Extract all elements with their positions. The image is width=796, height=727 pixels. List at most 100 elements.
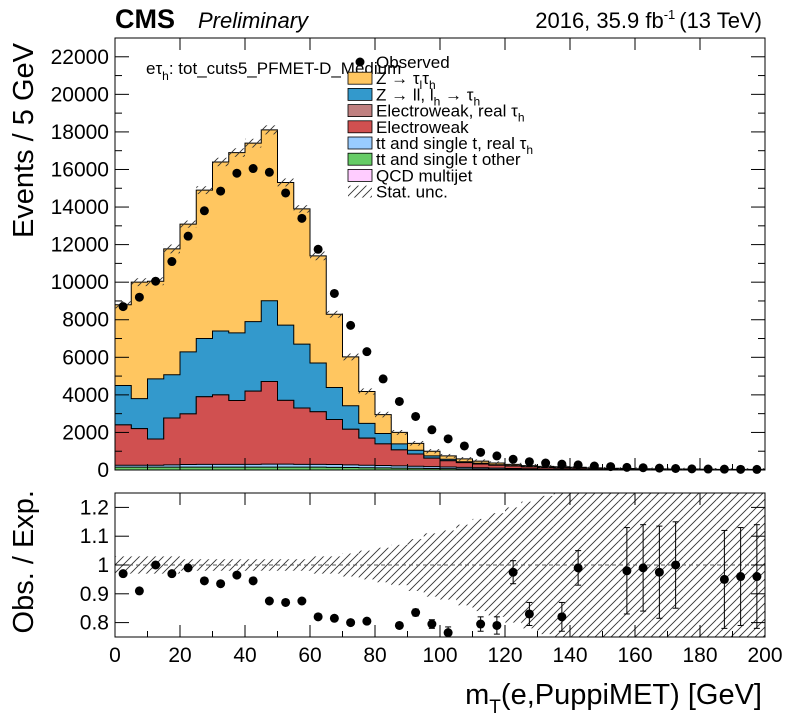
legend-label: Electroweak (376, 118, 469, 137)
ratio-band-bin (602, 493, 619, 637)
y-tick-label: 4000 (62, 384, 109, 407)
observed-point (654, 463, 664, 473)
ratio-y-tick-label: 0.8 (80, 612, 109, 635)
ratio-point (573, 563, 583, 573)
ratio-y-axis-title: Obs. / Exp. (8, 490, 40, 633)
x-tick-label: 160 (617, 644, 652, 667)
legend-swatch-qcd (347, 168, 373, 182)
y-tick-label: 2000 (62, 421, 109, 444)
ratio-point (719, 574, 729, 584)
ratio-y-axis: 0.8 0.9 1 1.1 1.2 (80, 496, 765, 635)
legend-swatch-ewk_real (347, 104, 373, 117)
ratio-point (216, 579, 226, 589)
ratio-point (622, 566, 632, 576)
ratio-band-bin (407, 539, 424, 591)
ratio-point (297, 596, 307, 606)
ratio-point (248, 576, 258, 586)
stat-unc-bin (456, 457, 473, 461)
observed-point (573, 460, 583, 470)
observed-point (264, 167, 274, 177)
x-tick-label: 80 (363, 644, 386, 667)
main-y-axis: 0 2000 4000 6000 8000 10000 12000 14000 16000 180… (51, 46, 765, 482)
ratio-point (313, 612, 323, 622)
legend-swatch-ewk (347, 120, 373, 134)
legend-swatch-zll (347, 88, 373, 101)
main-y-axis-title: Events / 5 GeV (8, 42, 40, 238)
ratio-band-bin (700, 493, 717, 637)
observed-point (589, 461, 599, 471)
preliminary-label: Preliminary (198, 8, 310, 33)
y-tick-label: 10000 (51, 271, 109, 294)
ratio-point (394, 620, 404, 630)
legend-label: QCD multijet (376, 166, 473, 185)
legend-label: Electroweak, real τh (376, 102, 525, 125)
ratio-band-bin (553, 493, 570, 637)
observed-point (719, 464, 729, 474)
main-x-ticks (114, 38, 766, 470)
legend-observed-marker (355, 57, 365, 67)
ratio-point (167, 569, 177, 579)
y-tick-label: 6000 (62, 346, 109, 369)
observed-point (329, 288, 339, 298)
legend-label: tt and single t other (376, 150, 521, 169)
stat-unc-bin (358, 388, 375, 395)
observed-point (183, 231, 193, 241)
x-tick-label: 60 (298, 644, 321, 667)
ratio-band-bin (245, 559, 262, 571)
ratio-band-bin (196, 559, 213, 571)
ratio-point (329, 613, 339, 623)
ratio-point (557, 612, 567, 622)
x-tick-label: 120 (487, 644, 522, 667)
stat-unc-bin (245, 138, 262, 148)
observed-point (313, 244, 323, 254)
observed-point (671, 463, 681, 473)
y-tick-label: 20000 (51, 83, 109, 106)
legend-label: Stat. unc. (376, 183, 448, 202)
cms-label: CMS (115, 4, 175, 34)
ratio-point (476, 619, 486, 629)
ratio-point (752, 572, 762, 582)
legend-label: Observed (376, 53, 450, 72)
x-tick-label: 200 (747, 644, 782, 667)
ratio-point (281, 597, 291, 607)
x-axis-title: mT(e,PuppiMET) [GeV] (465, 679, 762, 718)
ratio-point (151, 560, 161, 570)
legend-swatch-tt_other (347, 152, 373, 166)
ratio-point (492, 620, 502, 630)
x-tick-label: 140 (552, 644, 587, 667)
ratio-points (118, 521, 762, 638)
lumi-label: 2016, 35.9 fb-1 (13 TeV) (535, 7, 762, 33)
ratio-point (362, 616, 372, 626)
observed-point (736, 464, 746, 474)
observed-point (346, 320, 356, 330)
ratio-point (232, 570, 242, 580)
y-tick-label: 22000 (51, 46, 109, 69)
observed-point (622, 462, 632, 472)
stat-unc-bin (342, 353, 359, 361)
stat-unc-bin (375, 411, 392, 418)
x-tick-label: 20 (168, 644, 191, 667)
stat-unc-bin (310, 251, 327, 261)
y-tick-label: 18000 (51, 121, 109, 144)
stat-unc-bin (163, 244, 180, 254)
ratio-point (524, 609, 534, 619)
ratio-band-bin (440, 530, 457, 600)
observed-point (394, 396, 404, 406)
stat-unc-bin (505, 462, 522, 467)
observed-point (411, 411, 421, 421)
ratio-y-tick-label: 1.2 (80, 496, 109, 519)
ratio-point (427, 619, 437, 629)
stat-unc-bin (391, 429, 408, 435)
observed-point (752, 464, 762, 474)
observed-point (199, 206, 209, 216)
ratio-point (443, 628, 453, 638)
stat-unc-bin (180, 220, 197, 228)
stat-unc-bin (277, 178, 294, 187)
x-tick-label: 40 (233, 644, 256, 667)
observed-point (427, 425, 437, 435)
ratio-y-tick-label: 1 (97, 554, 109, 577)
stat-unc-bin (488, 461, 505, 465)
stat-unc-bin (423, 449, 440, 454)
y-tick-label: 8000 (62, 309, 109, 332)
